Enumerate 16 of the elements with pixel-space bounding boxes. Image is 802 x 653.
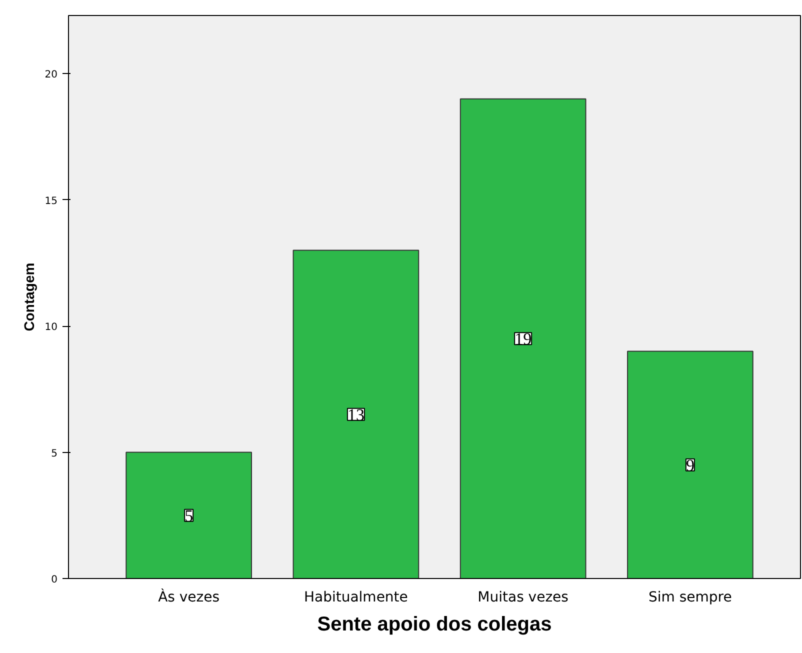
y-tick-label: 0 (51, 574, 58, 586)
bar (460, 98, 586, 578)
bar (627, 350, 754, 578)
y-axis-title: Contagem (20, 262, 37, 332)
x-axis-title: Sente apoio dos colegas (317, 614, 552, 636)
bar (126, 452, 252, 578)
y-tick-label: 20 (44, 70, 58, 81)
y-tick-label: 15 (44, 196, 58, 207)
x-tick-label: Sim sempre (648, 590, 732, 606)
x-tick-label: Às vezes (158, 588, 220, 606)
bar (292, 250, 420, 578)
y-tick-label: 10 (44, 322, 58, 334)
data-label: 19 (514, 330, 532, 349)
x-tick-label: Habitualmente (304, 590, 408, 606)
y-tick-label: 5 (51, 448, 58, 460)
x-tick-label: Muitas vezes (478, 590, 568, 606)
